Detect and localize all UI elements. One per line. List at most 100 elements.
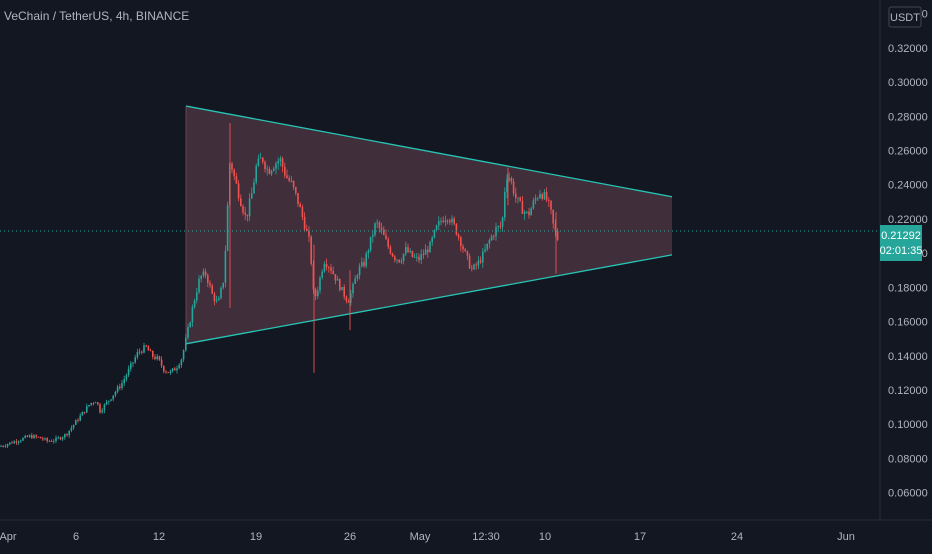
candle-body bbox=[308, 230, 310, 237]
candle-body bbox=[409, 251, 411, 253]
candle-body bbox=[163, 365, 165, 372]
candle-body bbox=[83, 411, 86, 413]
candle-body bbox=[288, 178, 290, 181]
time-tick-label: Apr bbox=[0, 531, 17, 543]
candle-body bbox=[46, 438, 48, 441]
candle-body bbox=[224, 250, 227, 283]
triangle-lower-trendline[interactable] bbox=[185, 254, 673, 345]
candle-body bbox=[244, 212, 246, 215]
candle-body bbox=[268, 168, 271, 174]
candle-body bbox=[376, 222, 378, 224]
candle-body bbox=[37, 436, 40, 438]
candle-body bbox=[295, 186, 297, 193]
candle-body bbox=[290, 180, 293, 182]
candle-body bbox=[543, 191, 546, 199]
candle-body bbox=[132, 362, 134, 364]
candle-body bbox=[374, 223, 376, 236]
candle-body bbox=[402, 253, 405, 262]
candle-body bbox=[202, 271, 205, 276]
candle-body bbox=[325, 263, 328, 268]
candle-body bbox=[493, 236, 495, 237]
candle-body bbox=[70, 427, 73, 431]
candle-body bbox=[270, 170, 273, 174]
candle-body bbox=[97, 402, 99, 405]
candle-body bbox=[383, 229, 385, 236]
candle-body bbox=[152, 350, 154, 357]
candle-body bbox=[431, 237, 433, 243]
candle-body bbox=[68, 430, 70, 436]
candle-body bbox=[378, 222, 381, 228]
candle-body bbox=[389, 246, 392, 254]
time-axis: Apr 6 12 19 26 May 12:30 10 17 24 Jun bbox=[0, 531, 855, 543]
candle-body bbox=[220, 287, 222, 299]
time-tick-label: 19 bbox=[250, 531, 262, 543]
currency-label[interactable]: USDT bbox=[888, 6, 922, 28]
candle-body bbox=[354, 278, 356, 284]
candle-body bbox=[99, 404, 101, 413]
candle-body bbox=[138, 351, 141, 353]
candle-body bbox=[209, 282, 211, 286]
candle-body bbox=[534, 198, 537, 201]
candle-body bbox=[123, 379, 125, 384]
candle-body bbox=[231, 163, 233, 170]
candle-body bbox=[169, 371, 172, 373]
candle-body bbox=[160, 359, 163, 366]
candle-body bbox=[519, 197, 521, 201]
candle-body bbox=[211, 285, 213, 294]
candle-body bbox=[556, 231, 559, 240]
candle-body bbox=[526, 211, 528, 213]
candle-body bbox=[405, 247, 407, 254]
candle-body bbox=[149, 350, 152, 352]
time-tick-label: Jun bbox=[837, 531, 855, 543]
candle-body bbox=[121, 383, 123, 388]
candle-body bbox=[303, 216, 306, 230]
candle-body bbox=[17, 441, 20, 443]
candle-body bbox=[180, 359, 183, 366]
candle-body bbox=[482, 251, 484, 263]
candle-body bbox=[548, 200, 550, 202]
candle-body bbox=[237, 183, 240, 199]
triangle-upper-trendline[interactable] bbox=[185, 105, 673, 198]
candle-body bbox=[193, 300, 196, 308]
candle-body bbox=[361, 262, 363, 267]
price-tick-label: 0.14000 bbox=[888, 351, 928, 363]
time-tick-label: 12 bbox=[153, 531, 165, 543]
candle-body bbox=[233, 169, 235, 177]
candle-body bbox=[369, 236, 372, 251]
candlestick-series bbox=[0, 123, 559, 449]
candle-body bbox=[471, 268, 473, 270]
candle-body bbox=[466, 251, 469, 256]
candle-body bbox=[35, 435, 37, 437]
candle-body bbox=[306, 229, 308, 231]
candle-body bbox=[257, 158, 260, 166]
candle-body bbox=[24, 435, 26, 438]
candle-body bbox=[343, 286, 345, 297]
candle-body bbox=[523, 211, 526, 214]
candle-body bbox=[273, 168, 275, 171]
candle-body bbox=[554, 223, 557, 232]
currency-label-text: USDT bbox=[890, 12, 920, 24]
candle-body bbox=[147, 346, 150, 351]
candle-body bbox=[314, 289, 317, 297]
candle-body bbox=[2, 446, 4, 447]
time-tick-label: 6 bbox=[73, 531, 79, 543]
candle-body bbox=[446, 220, 449, 222]
candle-body bbox=[13, 441, 15, 444]
candle-body bbox=[281, 158, 284, 167]
candle-body bbox=[116, 386, 119, 392]
candle-body bbox=[248, 198, 251, 217]
candle-body bbox=[504, 191, 506, 218]
candle-body bbox=[319, 277, 321, 291]
time-tick-label: 17 bbox=[634, 531, 646, 543]
candle-body bbox=[255, 165, 257, 183]
time-tick-label: 26 bbox=[344, 531, 356, 543]
candle-body bbox=[552, 209, 554, 224]
symbol-header[interactable]: VeChain / TetherUS, 4h, BINANCE bbox=[4, 9, 190, 23]
time-tick-label: May bbox=[410, 531, 431, 543]
candle-body bbox=[347, 301, 350, 303]
candle-body bbox=[9, 442, 11, 445]
candle-body bbox=[299, 203, 301, 208]
candle-body bbox=[6, 444, 9, 447]
